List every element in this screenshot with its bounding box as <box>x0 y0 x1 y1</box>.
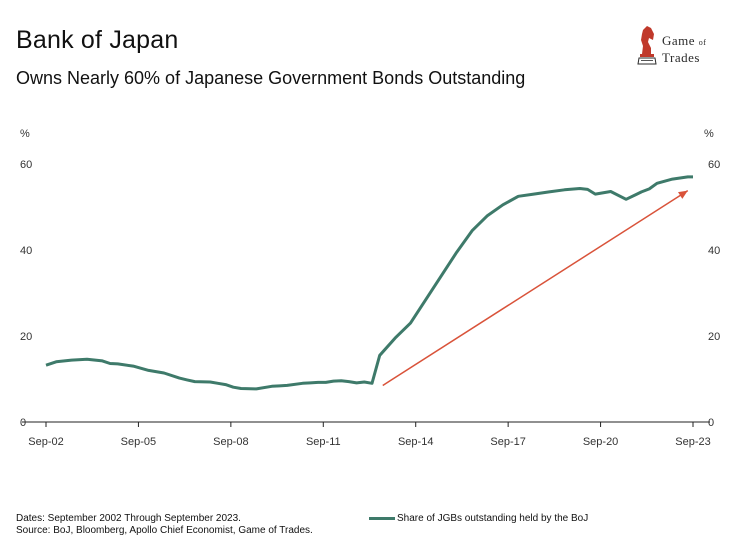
logo-text-line2: Trades <box>662 50 700 65</box>
legend-label: Share of JGBs outstanding held by the Bo… <box>397 513 589 524</box>
x-tick-label: Sep-14 <box>398 436 433 448</box>
x-tick-label: Sep-20 <box>583 436 618 448</box>
y-unit-left: % <box>20 128 30 140</box>
y-unit-right: % <box>704 128 714 140</box>
y-tick-label-left: 20 <box>20 331 32 343</box>
x-tick-label: Sep-02 <box>28 436 63 448</box>
trend-arrow-line <box>382 190 689 387</box>
y-tick-label-right: 60 <box>708 159 720 171</box>
series-layer <box>45 175 693 391</box>
y-tick-label-left: 40 <box>20 245 32 257</box>
y-tick-label-left: 60 <box>20 159 32 171</box>
game-of-trades-logo: Game of Trades <box>636 24 728 72</box>
logo-word-game: Game <box>662 33 696 48</box>
footer-source: Source: BoJ, Bloomberg, Apollo Chief Eco… <box>16 525 313 536</box>
x-tick-label: Sep-17 <box>490 436 525 448</box>
chart-title: Bank of Japan <box>16 26 179 54</box>
x-tick-label: Sep-11 <box>306 436 341 448</box>
legend-swatch <box>369 517 395 520</box>
y-tick-label-right: 0 <box>708 417 714 429</box>
series-line-boj-share <box>45 175 693 391</box>
logo-text-line1: Game of <box>662 33 706 49</box>
footer-notes: Dates: September 2002 Through September … <box>16 513 313 537</box>
y-tick-label-right: 20 <box>708 331 720 343</box>
y-tick-label-right: 40 <box>708 245 720 257</box>
legend: Share of JGBs outstanding held by the Bo… <box>369 513 588 524</box>
x-tick-label: Sep-23 <box>675 436 710 448</box>
x-tick-label: Sep-05 <box>121 436 156 448</box>
annotation-layer <box>382 190 689 387</box>
trend-arrow-head <box>678 190 688 199</box>
y-tick-label-left: 0 <box>20 417 26 429</box>
chess-knight-icon <box>637 26 657 65</box>
footer-dates: Dates: September 2002 Through September … <box>16 513 241 524</box>
x-tick-label: Sep-08 <box>213 436 248 448</box>
chart-subtitle: Owns Nearly 60% of Japanese Government B… <box>16 68 526 88</box>
axes: 0 0 20 20 40 40 60 60% % Sep-02 Sep-05 Sep-08 Sep-11… <box>20 128 720 448</box>
logo-word-of: of <box>698 38 707 47</box>
